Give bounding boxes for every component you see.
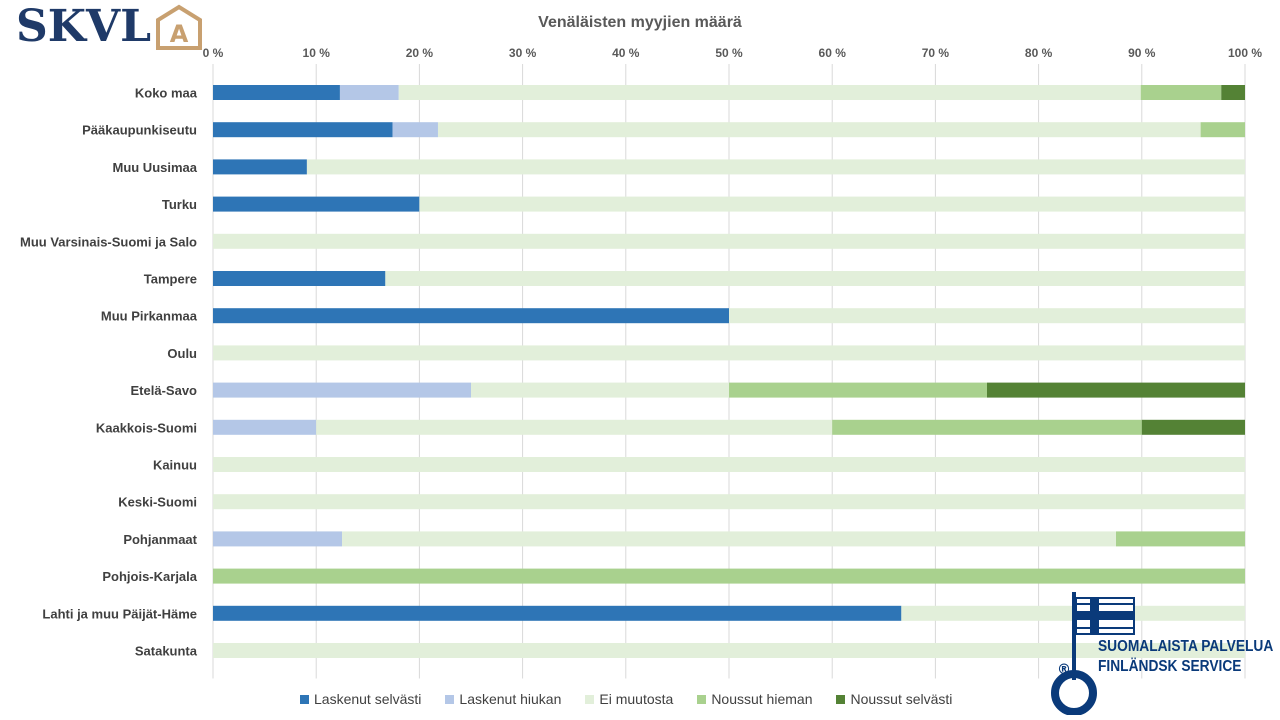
legend-label: Laskenut selvästi [314,691,422,707]
category-label: Keski-Suomi [118,495,197,510]
bar-segment [213,568,1245,584]
bar-segment [419,196,1245,212]
bar-segment [987,382,1245,398]
bar-segment [339,85,399,100]
category-label: Pääkaupunkiseutu [82,123,197,138]
legend: Laskenut selvästi Laskenut hiukan Ei muuto… [300,689,976,709]
category-label: Satakunta [135,644,198,659]
legend-swatch [445,694,455,704]
legend-swatch [697,694,707,704]
badge-line1: SUOMALAISTA PALVELUA [1098,638,1274,655]
category-label: Muu Varsinais-Suomi ja Salo [20,234,197,249]
bar-segment [213,419,317,435]
category-label: Tampere [144,272,197,287]
x-tick-label: 60 % [819,46,847,60]
bar-segment [213,159,307,175]
bar-segment [1116,531,1245,547]
skvl-logo: SKVL A [16,2,206,52]
bar-segment [213,85,340,100]
bar-segment [213,643,1245,658]
bar-segment [437,122,1201,138]
category-label: Muu Uusimaa [112,160,197,175]
x-tick-label: 90 % [1128,46,1156,60]
x-tick-label: 80 % [1025,46,1053,60]
registered-mark: ® [1057,662,1071,678]
category-label: Muu Pirkanmaa [101,309,198,324]
bar-segment [306,159,1245,175]
x-tick-label: 0 % [203,46,224,60]
logo-text: SKVL [16,1,152,52]
x-axis-ticks: 0 % 10 % 20 % 30 % 40 % 50 % 60 % 70 % 80 % 90 % 1… [203,46,1263,60]
category-label: Kaakkois-Suomi [96,420,197,435]
bar-segment [213,308,729,324]
legend-swatch [300,694,309,704]
bar-segment [1140,85,1222,100]
legend-swatch [836,694,846,704]
legend-item: Ei muutosta [585,691,673,707]
category-label: Turku [162,197,197,212]
logo-house-icon: A [156,4,202,50]
bar-segment [729,382,987,398]
bar-segment [213,531,342,547]
category-label: Oulu [167,346,197,361]
category-label: Pohjois-Karjala [102,569,197,584]
chart-title: Venäläisten myyjien määrä [538,14,742,31]
x-tick-label: 20 % [406,46,434,60]
bar-segment [213,382,471,398]
legend-item: Noussut hieman [697,691,812,707]
legend-label: Noussut selvästi [850,691,953,707]
category-label: Lahti ja muu Päijät-Häme [42,606,197,621]
bar-segment [1141,419,1245,435]
x-tick-label: 70 % [922,46,950,60]
bar-segment [471,382,729,398]
bars [213,85,1245,658]
x-tick-label: 40 % [612,46,640,60]
x-tick-label: 10 % [303,46,331,60]
x-tick-label: 30 % [509,46,537,60]
bar-segment [729,308,1245,324]
bar-segment [1221,85,1245,100]
key-flag-icon: ® [1051,592,1135,715]
bar-segment [213,345,1245,361]
bar-segment [213,196,420,212]
bar-segment [1200,122,1245,138]
bar-segment [213,457,1245,472]
bar-segment [316,419,833,435]
bar-segment [213,605,902,621]
legend-label: Ei muutosta [599,691,674,707]
legend-item: Laskenut selvästi [300,691,421,707]
category-label: Koko maa [135,86,198,101]
bar-segment [385,271,1245,286]
bar-segment [213,233,1245,249]
legend-item: Noussut selvästi [836,691,952,707]
bar-segment [342,531,1116,547]
x-tick-label: 100 % [1228,46,1262,60]
logo-mark: A [170,20,189,48]
badge-line2: FINLÄNDSK SERVICE [1098,658,1242,675]
category-label: Kainuu [153,458,197,473]
category-label: Etelä-Savo [131,383,198,398]
legend-label: Laskenut hiukan [459,691,562,707]
bar-segment [213,122,393,138]
bar-segment [213,494,1245,510]
bar-segment [398,85,1141,100]
legend-item: Laskenut hiukan [445,691,561,707]
legend-swatch [585,694,595,704]
bar-segment [213,271,386,286]
x-tick-label: 50 % [715,46,743,60]
bar-segment [832,419,1142,435]
gridlines [212,64,1246,679]
category-labels: Koko maa Pääkaupunkiseutu Muu Uusimaa Turku… [20,86,198,659]
finnish-service-badge: ® SUOMALAISTA PALVELUA FINLÄNDSK SERVICE [1042,590,1278,715]
bar-segment [392,122,438,138]
legend-label: Noussut hieman [711,691,813,707]
category-label: Pohjanmaat [123,532,197,547]
